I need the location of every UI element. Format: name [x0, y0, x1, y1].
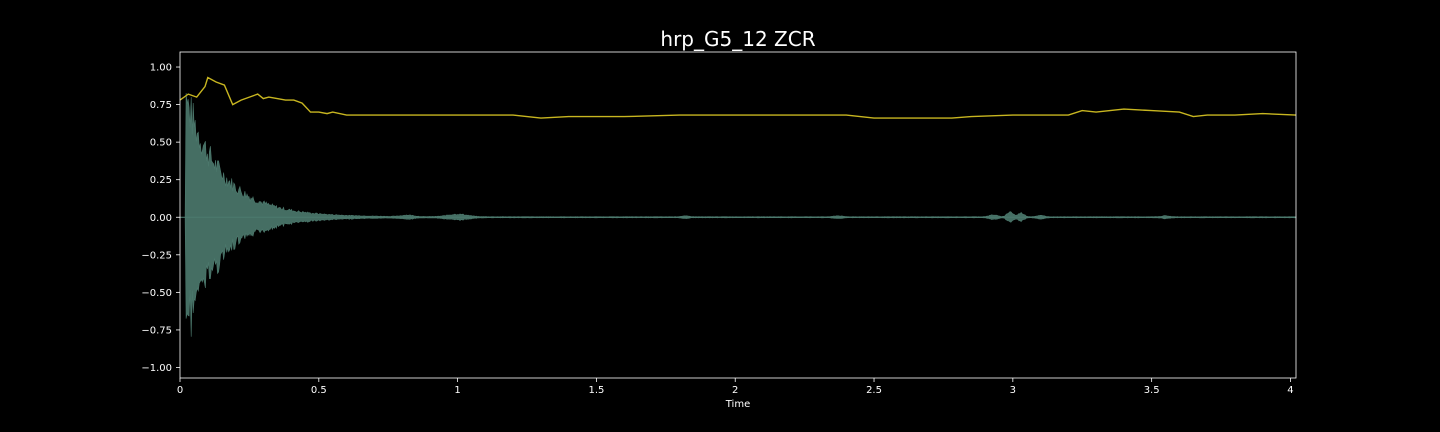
- y-tick-label: 0.75: [150, 100, 172, 111]
- y-tick-label: 0.00: [150, 213, 172, 224]
- y-axis: 1.00 0.75 0.50 0.25 0.00 −0.25 −0.50 −0.75 −1.00: [141, 63, 180, 374]
- x-tick-label: 1: [454, 385, 460, 396]
- y-tick-label: −0.75: [141, 325, 172, 336]
- y-tick-label: −0.50: [141, 288, 172, 299]
- x-tick-label: 2: [732, 385, 738, 396]
- x-axis: 0 0.5 1 1.5 2 2.5 3 3.5 4: [177, 378, 1294, 396]
- axes-frame: [179, 51, 1297, 379]
- x-tick-label: 0: [177, 385, 183, 396]
- x-tick-label: 1.5: [588, 385, 604, 396]
- y-tick-label: −0.25: [141, 250, 172, 261]
- x-tick-label: 0.5: [311, 385, 327, 396]
- x-axis-label: Time: [725, 399, 750, 410]
- y-tick-label: 0.25: [150, 175, 172, 186]
- y-tick-label: 1.00: [150, 63, 172, 74]
- y-tick-label: 0.50: [150, 138, 172, 149]
- waveform: [180, 92, 1297, 337]
- zcr-line: [179, 76, 1297, 119]
- chart-title: hrp_G5_12 ZCR: [660, 27, 815, 51]
- waveform-fill: [180, 92, 1297, 337]
- x-tick-label: 2.5: [866, 385, 882, 396]
- y-tick-label: −1.00: [141, 363, 172, 374]
- x-tick-label: 4: [1287, 385, 1293, 396]
- x-tick-label: 3: [1010, 385, 1016, 396]
- x-tick-label: 3.5: [1144, 385, 1160, 396]
- zcr-series: [179, 76, 1297, 119]
